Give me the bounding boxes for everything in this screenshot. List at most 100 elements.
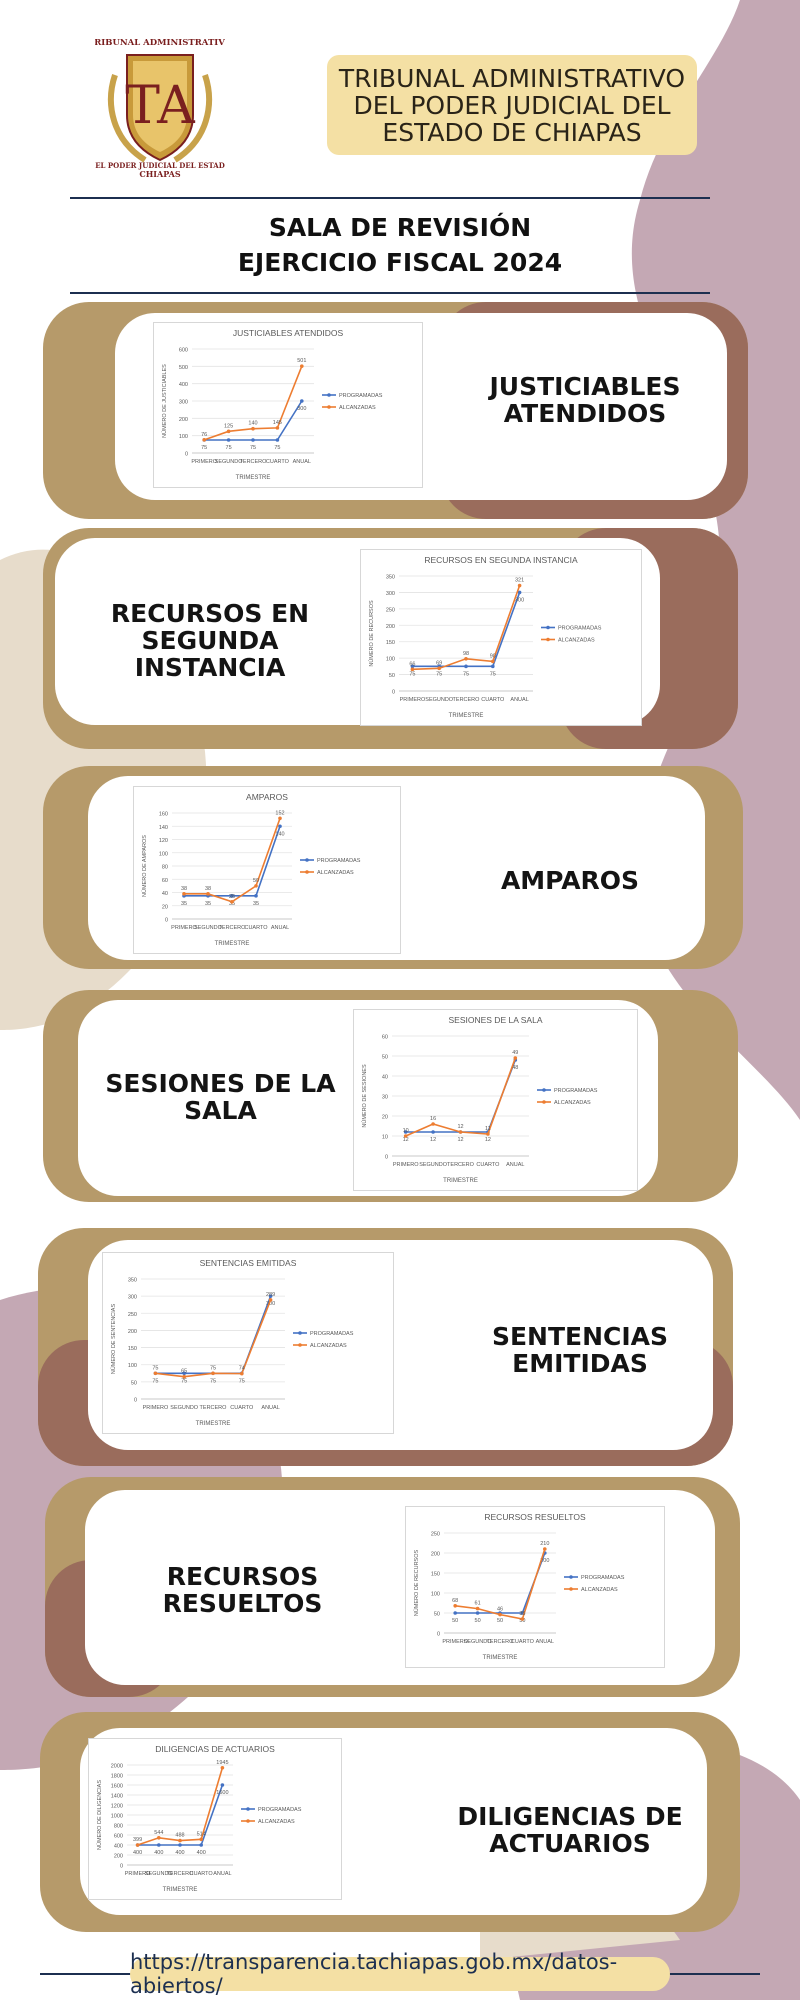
- data-point: [464, 657, 468, 661]
- x-axis-label: TRIMESTRE: [449, 713, 484, 719]
- data-label: 38: [181, 886, 187, 892]
- sala-title: SALA DE REVISIÓN: [268, 213, 532, 242]
- data-point: [230, 894, 234, 898]
- series-line: [455, 1552, 546, 1614]
- logo-letters: TA: [125, 76, 196, 136]
- x-axis-label: TRIMESTRE: [443, 1178, 478, 1184]
- data-point: [403, 1130, 408, 1134]
- legend-label: ALCANZADAS: [581, 1587, 618, 1593]
- logo-bottom-text: DEL PODER JUDICIAL DEL ESTADO: [95, 161, 225, 170]
- data-label: 26: [229, 894, 235, 900]
- data-label: 75: [226, 445, 232, 451]
- x-tick-label: CUARTO: [511, 1639, 535, 1645]
- x-tick-label: PRIMERO: [400, 697, 426, 703]
- y-tick-label: 350: [128, 1278, 137, 1284]
- y-tick-label: 30: [382, 1095, 388, 1101]
- x-tick-label: TERCERO: [447, 1162, 475, 1168]
- chart-title: SESIONES DE LA SALA: [448, 1015, 542, 1025]
- footer-rule-left: [40, 1973, 135, 1975]
- chart-amparos: AMPAROS 0 20 40 60 80 100 120 140 160 PRIMERO SEGUN…: [133, 786, 401, 954]
- footer-url-link[interactable]: https://transparencia.tachiapas.gob.mx/d…: [130, 1950, 670, 1998]
- data-label: 145: [273, 420, 282, 426]
- legend-marker: [569, 1575, 573, 1579]
- data-label: 66: [409, 661, 415, 667]
- data-label: 300: [297, 406, 306, 412]
- data-point: [254, 884, 258, 888]
- data-label: 76: [201, 432, 207, 438]
- legend-label: ALCANZADAS: [258, 1819, 295, 1825]
- label-diligencias: DILIGENCIAS DE ACTUARIOS: [457, 1802, 683, 1858]
- label-recursos-segunda: RECURSOS EN SEGUNDA INSTANCIA: [110, 598, 310, 682]
- data-point: [453, 1611, 457, 1615]
- legend-marker: [246, 1807, 250, 1811]
- x-tick-label: PRIMERO: [191, 459, 217, 465]
- data-label: 140: [275, 831, 284, 837]
- header-rule-top: [70, 197, 710, 199]
- x-tick-label: PRIMERO: [143, 1405, 169, 1411]
- chart-title: DILIGENCIAS DE ACTUARIOS: [155, 1744, 275, 1754]
- data-label: 75: [250, 445, 256, 451]
- y-tick-label: 200: [179, 417, 188, 423]
- data-point: [153, 1371, 158, 1376]
- y-tick-label: 0: [392, 690, 395, 696]
- data-point: [230, 899, 234, 904]
- legend-marker: [542, 1088, 546, 1092]
- y-tick-label: 400: [114, 1844, 123, 1850]
- y-tick-label: 100: [128, 1363, 137, 1369]
- data-label: 75: [201, 445, 207, 451]
- data-point: [278, 824, 282, 829]
- y-tick-label: 400: [179, 382, 188, 388]
- x-axis-label: TRIMESTRE: [196, 1421, 231, 1427]
- x-axis-label: TRIMESTRE: [236, 475, 271, 481]
- data-label: 75: [436, 671, 442, 677]
- data-point: [410, 664, 415, 669]
- y-axis-label: NÚMERO DE AMPAROS: [141, 835, 148, 897]
- legend-marker: [546, 625, 550, 630]
- x-axis-label: TRIMESTRE: [163, 1887, 198, 1893]
- y-tick-label: 150: [128, 1346, 137, 1352]
- data-point: [182, 892, 186, 896]
- data-label: 400: [154, 1850, 163, 1856]
- data-point: [226, 429, 231, 434]
- data-label: 50: [452, 1618, 458, 1624]
- y-tick-label: 350: [386, 575, 395, 581]
- data-label: 400: [175, 1850, 184, 1856]
- y-tick-label: 150: [386, 640, 395, 646]
- y-tick-label: 1400: [111, 1794, 123, 1800]
- chart-justiciables: JUSTICIABLES ATENDIDOS 0 100 200 300 400 500 60…: [153, 322, 423, 488]
- data-point: [178, 1838, 182, 1843]
- y-tick-label: 200: [431, 1552, 440, 1558]
- x-tick-label: TERCERO: [240, 459, 268, 465]
- data-label: 35: [181, 901, 187, 907]
- label-amparos: AMPAROS: [500, 865, 640, 895]
- y-tick-label: 60: [382, 1035, 388, 1041]
- label-sentencias: SENTENCIAS EMITIDAS: [491, 1322, 669, 1378]
- data-label: 12: [430, 1137, 436, 1143]
- y-tick-label: 0: [165, 918, 168, 924]
- data-point: [458, 1130, 463, 1134]
- y-tick-label: 0: [120, 1864, 123, 1870]
- y-tick-label: 100: [386, 657, 395, 663]
- chart-sesiones: SESIONES DE LA SALA 0 10 20 30 40 50 60 PRIMERO S…: [353, 1009, 638, 1191]
- chart-recursos-resueltos: RECURSOS RESUELTOS 0 50 100 150 200 250 PRIMERO…: [405, 1506, 665, 1668]
- legend-label: PROGRAMADAS: [554, 1088, 598, 1094]
- y-tick-label: 250: [431, 1532, 440, 1538]
- data-point: [157, 1843, 161, 1847]
- data-point: [517, 583, 522, 588]
- footer-rule-right: [665, 1973, 760, 1975]
- y-tick-label: 40: [382, 1075, 388, 1081]
- data-point: [520, 1617, 525, 1621]
- data-point: [475, 1611, 480, 1615]
- label-justiciables: JUSTICIABLES ATENDIDOS: [489, 372, 681, 428]
- data-point: [513, 1056, 518, 1060]
- data-point: [135, 1843, 140, 1847]
- data-point: [240, 1371, 244, 1376]
- data-point: [220, 1765, 225, 1770]
- data-label: 399: [133, 1837, 142, 1843]
- y-tick-label: 1600: [111, 1784, 123, 1790]
- y-tick-label: 1000: [111, 1814, 123, 1820]
- data-point: [431, 1130, 435, 1134]
- y-tick-label: 50: [382, 1055, 388, 1061]
- data-point: [275, 438, 280, 442]
- data-label: 50: [475, 1618, 481, 1624]
